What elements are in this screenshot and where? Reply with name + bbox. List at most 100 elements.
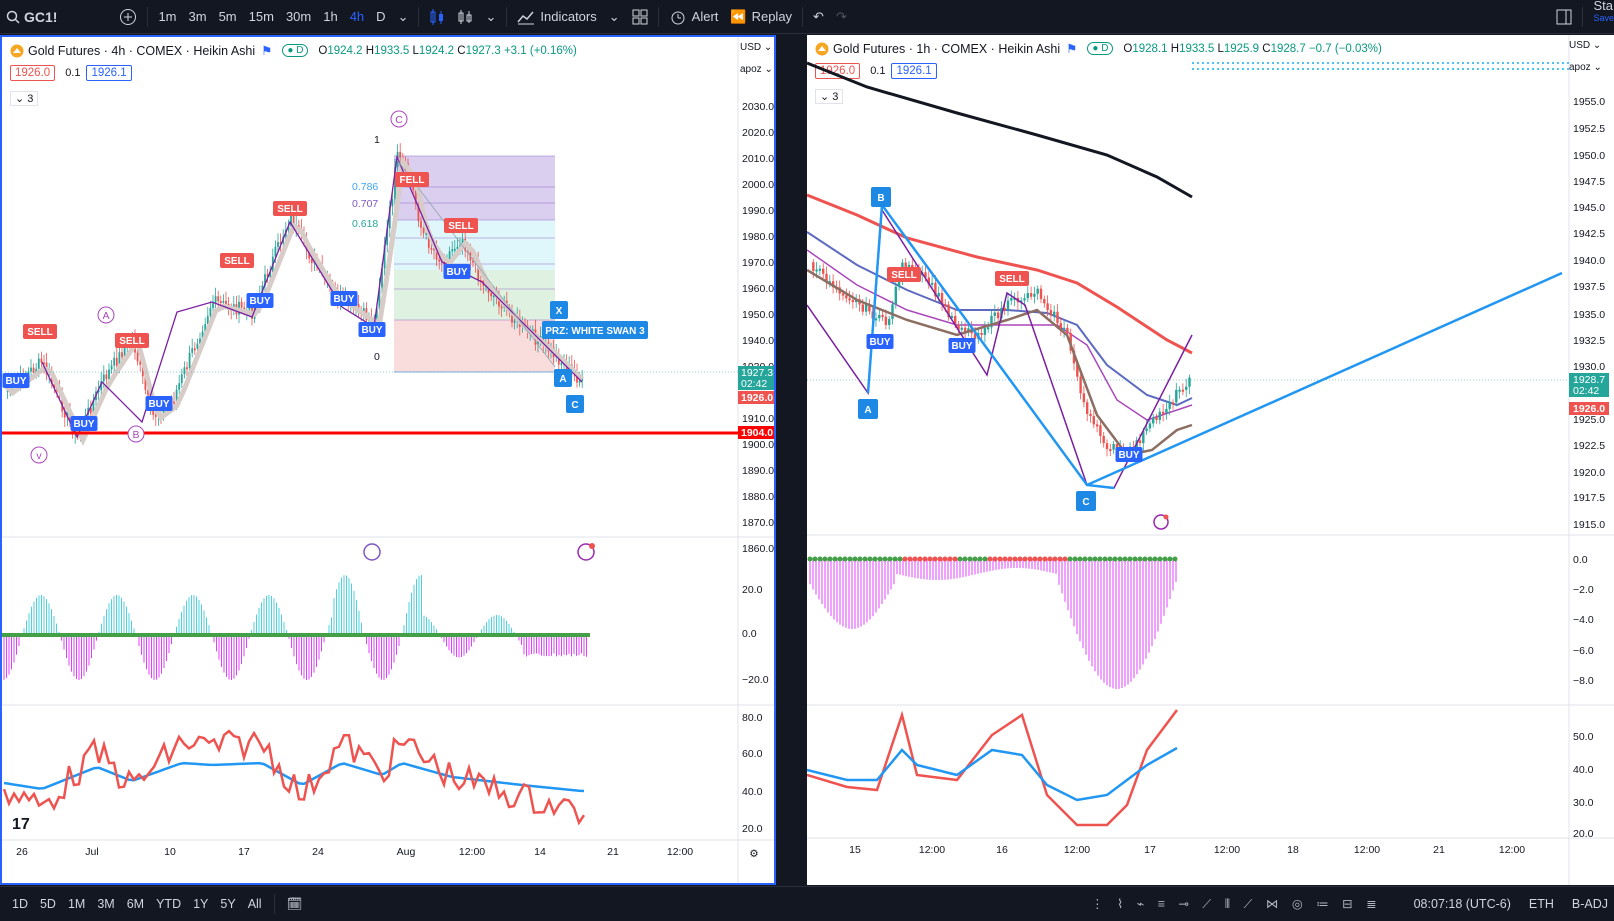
candle-body: [399, 151, 402, 158]
interval-dropdown[interactable]: ⌄: [392, 0, 415, 34]
candle-body: [183, 367, 186, 375]
candle-body: [1135, 440, 1138, 451]
range-6m[interactable]: 6M: [126, 897, 145, 911]
legend-4h: Gold Futures · 4h · COMEX · Heikin Ashi …: [10, 43, 577, 58]
buy-signal-text: BUY: [869, 337, 890, 348]
redo-button[interactable]: ↷: [830, 0, 853, 34]
replay-button[interactable]: ⏪ Replay: [724, 0, 798, 34]
candle-body: [1010, 298, 1013, 301]
collapse-indicators-button[interactable]: ⌄ 3: [10, 91, 39, 106]
candle-body: [35, 368, 38, 373]
interval-15m[interactable]: 15m: [248, 9, 274, 24]
candle-body: [118, 352, 121, 366]
interval-1m[interactable]: 1m: [158, 9, 177, 24]
range-all[interactable]: All: [247, 897, 262, 911]
session-toggle[interactable]: ETH: [1528, 897, 1554, 911]
rsi-axis-label: 30.0: [1573, 797, 1594, 809]
symbol-search[interactable]: GC1!: [0, 0, 63, 34]
fib-zone-red: [394, 320, 555, 372]
range-ytd[interactable]: YTD: [156, 897, 182, 911]
candle-body: [430, 247, 433, 250]
candle-body: [1026, 293, 1029, 299]
candle-body: [940, 293, 944, 305]
unit-label: apoz: [740, 64, 762, 75]
candle-body: [993, 312, 996, 316]
interval-5m[interactable]: 5m: [218, 9, 237, 24]
chart-canvas-4h[interactable]: 2030.0 2020.0 2010.0 2000.0 1990.0 1980.0 1970…: [2, 37, 774, 883]
pattern-point-label: C: [571, 400, 578, 411]
sell-price-button[interactable]: 1926.0: [815, 63, 861, 79]
save-button[interactable]: Sta Save: [1587, 0, 1614, 34]
candle-body: [417, 204, 420, 222]
replay-event-icon: [363, 543, 381, 561]
candle-body: [199, 338, 201, 344]
adjustment-toggle[interactable]: B-ADJ: [1571, 897, 1608, 911]
candle-body: [456, 246, 459, 249]
clock-display[interactable]: 08:07:18 (UTC-6): [1413, 897, 1511, 911]
unit-button[interactable]: apoz ⌄: [740, 64, 773, 75]
candle-body: [924, 272, 927, 278]
indicators-dropdown[interactable]: ⌄: [603, 0, 626, 34]
candle-body: [1142, 431, 1145, 444]
sell-price-button[interactable]: 1926.0: [10, 65, 56, 81]
drawing-tools-bar[interactable]: ⋮ ⌇ ⌁ ≡ ⊸ ⟋ ⦀ ⟋ ⋈ ◎ ≔ ⊟ ≣: [1085, 896, 1387, 912]
candle-body: [212, 303, 214, 308]
candle-body: [1029, 293, 1033, 297]
candle-body: [1023, 298, 1026, 301]
alert-button[interactable]: Alert: [663, 0, 725, 34]
histogram-dot: [1007, 556, 1013, 562]
candle-body: [180, 374, 183, 384]
range-5d[interactable]: 5D: [39, 897, 56, 911]
unit-button[interactable]: apoz ⌄: [1569, 62, 1602, 73]
range-1y[interactable]: 1Y: [193, 897, 209, 911]
range-5y[interactable]: 5Y: [220, 897, 236, 911]
candle-body: [100, 381, 103, 391]
candle-body: [878, 314, 881, 319]
histogram-dot: [827, 556, 833, 562]
candle-body: [848, 298, 851, 301]
layouts-button[interactable]: [626, 0, 654, 34]
sidebar-toggle-button[interactable]: [1550, 0, 1578, 34]
fib-level-label: 0.786: [352, 181, 378, 193]
candle-body: [477, 261, 480, 281]
price-axis-label: 1922.5: [1573, 440, 1605, 452]
currency-button[interactable]: USD ⌄: [740, 42, 773, 53]
price-axis-label: 1950.0: [1573, 150, 1605, 162]
currency-button[interactable]: USD ⌄: [1569, 40, 1602, 51]
currency-label: USD: [740, 42, 762, 53]
range-1d[interactable]: 1D: [12, 897, 28, 911]
chart-type-dropdown[interactable]: ⌄: [479, 0, 502, 34]
histogram-dot: [902, 556, 908, 562]
indicators-button[interactable]: Indicators: [511, 0, 602, 34]
compare-button[interactable]: [113, 0, 143, 34]
price-axis-label: 1900.0: [742, 439, 774, 451]
chart-type-button[interactable]: [451, 0, 479, 34]
histogram-dot: [1102, 556, 1108, 562]
interval-1h[interactable]: 1h: [323, 9, 338, 24]
interval-d[interactable]: D: [376, 9, 386, 24]
buy-signal-label: [330, 291, 358, 306]
candle-body: [209, 307, 212, 316]
chart-panel-4h[interactable]: Gold Futures · 4h · COMEX · Heikin Ashi …: [0, 35, 776, 885]
rsi-axis-label: 80.0: [742, 712, 763, 724]
rsi-axis-label: 20.0: [742, 823, 763, 835]
histogram-dot: [932, 556, 938, 562]
divider: [1582, 6, 1584, 27]
chart-panel-1h[interactable]: Gold Futures · 1h · COMEX · Heikin Ashi …: [807, 35, 1614, 885]
histogram-dot: [1067, 556, 1073, 562]
range-1m[interactable]: 1M: [67, 897, 86, 911]
undo-button[interactable]: ↶: [807, 0, 830, 34]
candle-body: [511, 312, 513, 323]
range-3m[interactable]: 3M: [97, 897, 115, 911]
interval-3m[interactable]: 3m: [188, 9, 207, 24]
goto-date-button[interactable]: 🗓: [281, 897, 309, 912]
collapse-indicators-button[interactable]: ⌄ 3: [815, 89, 844, 104]
interval-4h[interactable]: 4h: [349, 9, 365, 24]
sell-signal-label: [220, 253, 254, 268]
candle-style-button[interactable]: [423, 0, 451, 34]
save-title: Sta: [1593, 0, 1613, 13]
interval-30m[interactable]: 30m: [285, 9, 312, 24]
buy-price-button[interactable]: 1926.1: [891, 63, 937, 79]
buy-price-button[interactable]: 1926.1: [86, 65, 132, 81]
chart-canvas-1h[interactable]: 1955.0 1952.5 1950.0 1947.5 1945.0 1942.5 1940…: [807, 35, 1614, 885]
